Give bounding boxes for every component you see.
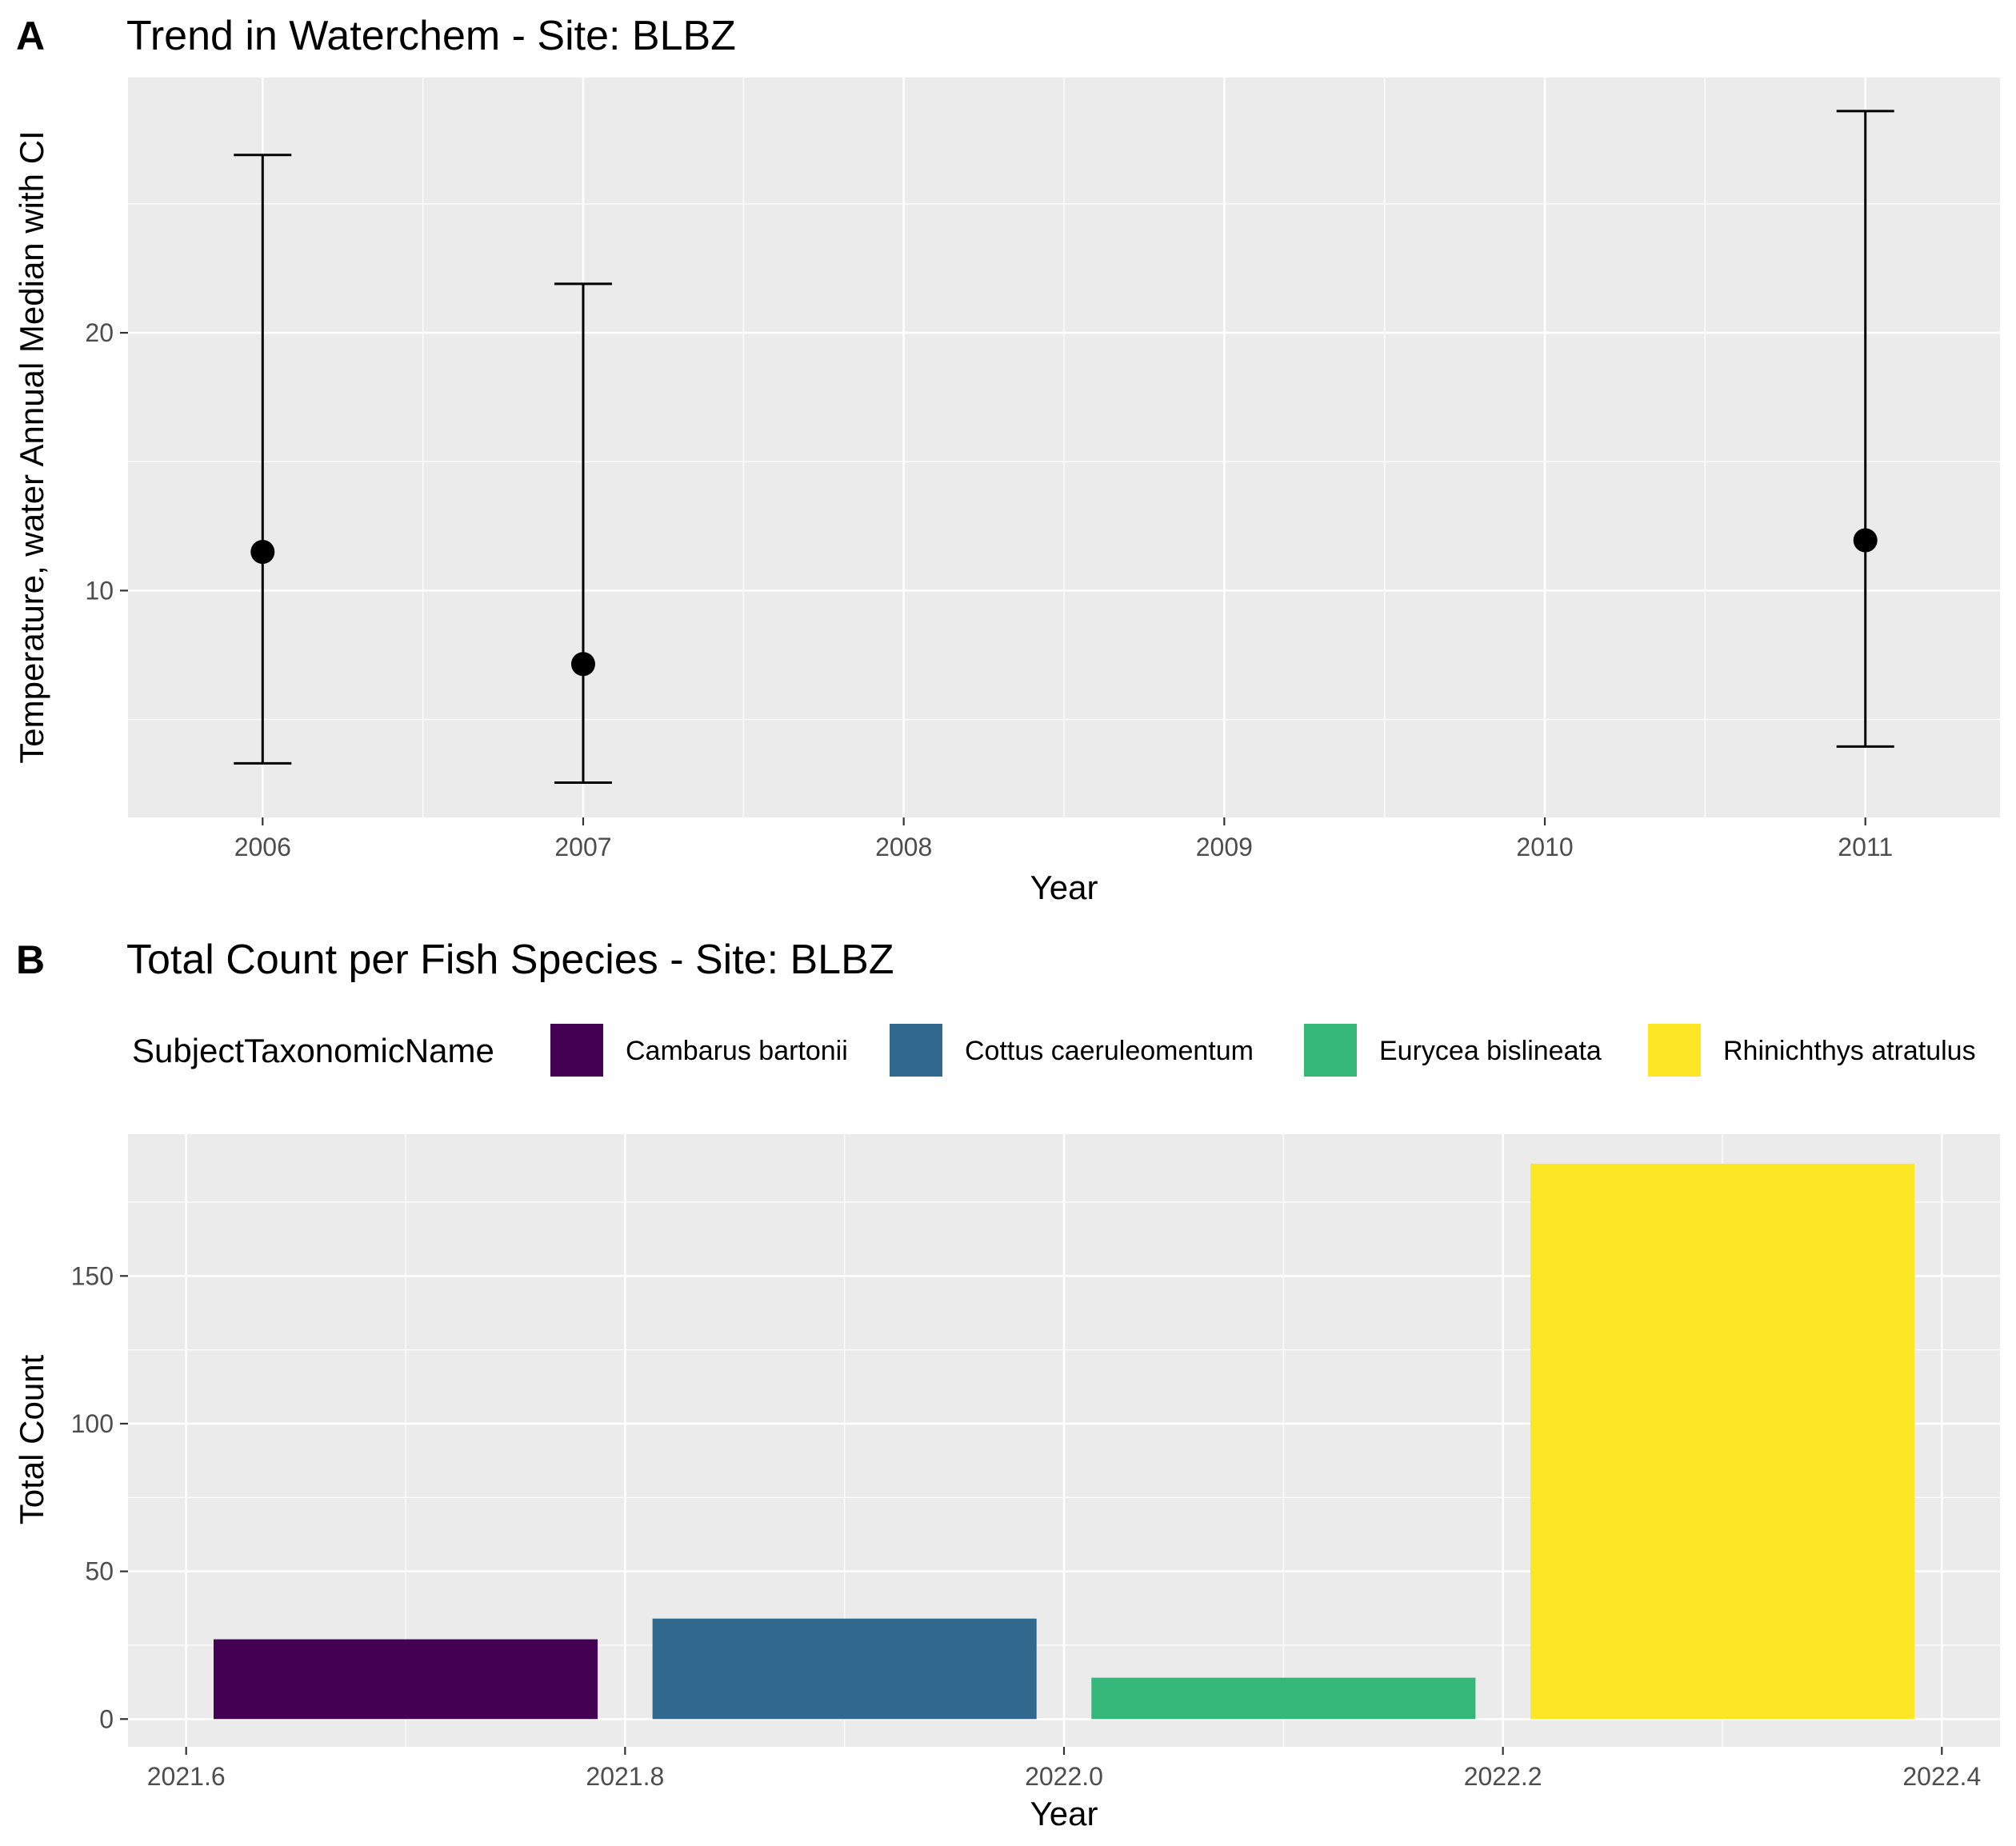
error-bar bbox=[1836, 110, 1894, 748]
legend-item: Rhinichthys atratulus bbox=[1648, 1024, 1976, 1077]
x-tick-label: 2006 bbox=[234, 833, 291, 861]
y-tick-label: 10 bbox=[85, 576, 114, 605]
y-tick-label: 100 bbox=[71, 1409, 114, 1438]
panel-a: A Trend in Waterchem - Site: BLBZ 2006 20… bbox=[13, 13, 2000, 906]
panel-a-x-axis-title: Year bbox=[1030, 869, 1098, 906]
x-tick-label: 2011 bbox=[1838, 833, 1893, 861]
panel-b-y-axis-title: Total Count bbox=[13, 1354, 50, 1524]
y-tick-label: 150 bbox=[71, 1261, 114, 1290]
x-tick-label: 2021.8 bbox=[586, 1762, 664, 1791]
panel-a-tag: A bbox=[16, 14, 45, 58]
legend-key bbox=[1648, 1024, 1701, 1077]
median-point bbox=[1853, 528, 1878, 553]
panel-a-marks bbox=[234, 110, 1894, 784]
median-point bbox=[570, 652, 595, 677]
panel-b-x-axis-title: Year bbox=[1030, 1795, 1098, 1832]
legend-title: SubjectTaxonomicName bbox=[132, 1032, 494, 1069]
median-point bbox=[250, 540, 275, 565]
legend-label: Cottus caeruleomentum bbox=[965, 1036, 1254, 1066]
panel-b-tag: B bbox=[16, 937, 45, 982]
x-tick-label: 2022.4 bbox=[1902, 1762, 1981, 1791]
x-tick-label: 2008 bbox=[875, 833, 932, 861]
x-tick-label: 2022.0 bbox=[1025, 1762, 1103, 1791]
legend-label: Cambarus bartonii bbox=[626, 1036, 848, 1066]
panel-b-title: Total Count per Fish Species - Site: BLB… bbox=[126, 937, 894, 983]
panel-a-title: Trend in Waterchem - Site: BLBZ bbox=[126, 13, 736, 59]
error-bar bbox=[234, 154, 292, 765]
x-tick-label: 2010 bbox=[1516, 833, 1573, 861]
panel-b-marks bbox=[213, 1163, 1915, 1720]
panel-a-ticks: 2006 2007 2008 2009 2010 2011 10 20 bbox=[85, 318, 1893, 861]
error-bar bbox=[554, 282, 612, 784]
x-tick-label: 2021.6 bbox=[147, 1762, 226, 1791]
legend-key bbox=[550, 1024, 603, 1077]
legend-label: Rhinichthys atratulus bbox=[1723, 1036, 1976, 1066]
legend-key bbox=[1304, 1024, 1357, 1077]
x-tick-label: 2009 bbox=[1196, 833, 1253, 861]
legend-item: Cambarus bartonii bbox=[550, 1024, 848, 1077]
legend-label: Eurycea bislineata bbox=[1379, 1036, 1602, 1066]
y-tick-label: 20 bbox=[85, 318, 114, 347]
x-tick-label: 2007 bbox=[554, 833, 611, 861]
x-tick-label: 2022.2 bbox=[1464, 1762, 1542, 1791]
y-tick-label: 0 bbox=[99, 1704, 114, 1733]
y-tick-label: 50 bbox=[85, 1557, 114, 1586]
legend-key bbox=[890, 1024, 942, 1077]
panel-b-ticks: 2021.6 2021.8 2022.0 2022.2 2022.4 0 50 100 150 bbox=[71, 1261, 1982, 1791]
legend-item: Cottus caeruleomentum bbox=[890, 1024, 1254, 1077]
panel-b-legend: SubjectTaxonomicName Cambarus bartonii Co… bbox=[132, 1024, 1976, 1077]
panel-b: B Total Count per Fish Species - Site: B… bbox=[13, 937, 2000, 1832]
bar bbox=[652, 1618, 1037, 1720]
panel-a-y-axis-title: Temperature, water Annual Median with CI bbox=[13, 130, 50, 763]
bar bbox=[1091, 1677, 1476, 1720]
bar bbox=[213, 1639, 598, 1720]
legend-item: Eurycea bislineata bbox=[1304, 1024, 1602, 1077]
bar bbox=[1530, 1163, 1915, 1720]
